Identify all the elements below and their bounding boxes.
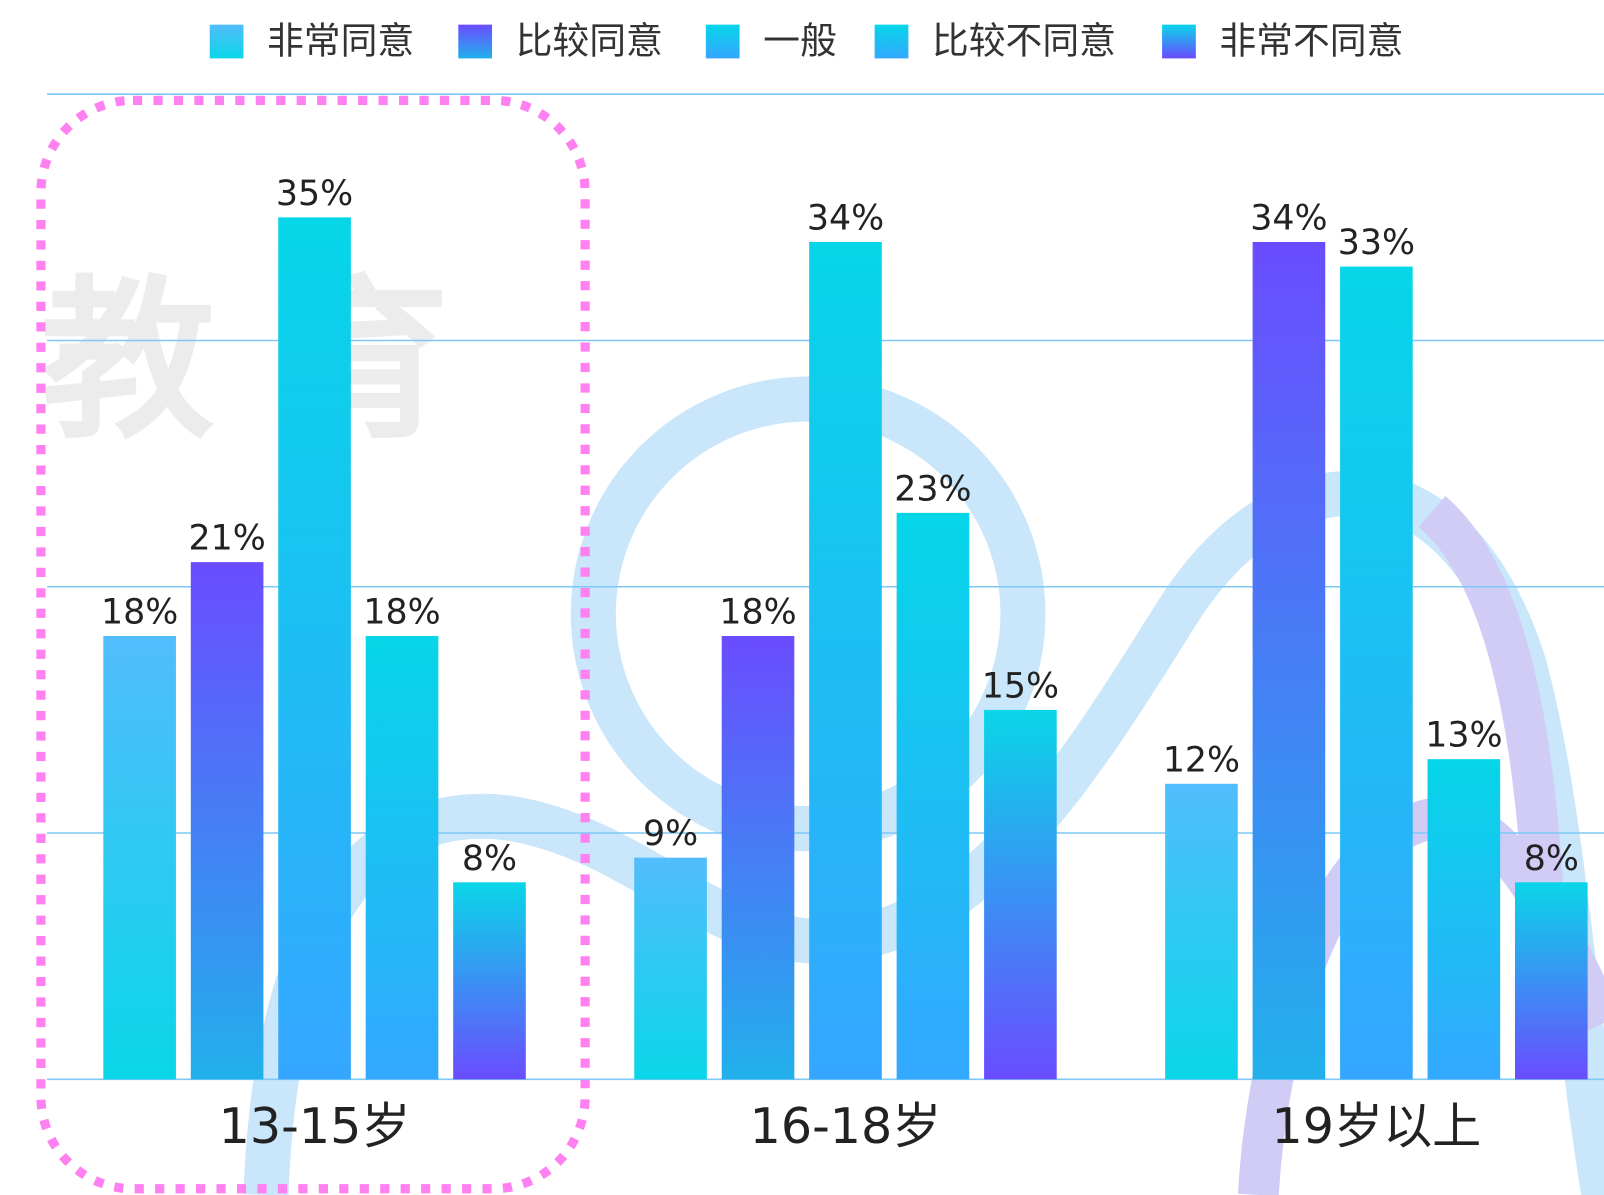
legend-label: 非常不同意 (1219, 20, 1403, 63)
bar (896, 512, 970, 1080)
data-label: 18% (719, 593, 796, 633)
legend-swatch (209, 24, 244, 59)
data-label: 12% (1163, 740, 1240, 780)
bar (1252, 241, 1326, 1080)
data-label: 35% (276, 174, 353, 214)
data-label: 23% (894, 469, 971, 509)
bar (1165, 783, 1238, 1080)
legend-label: 比较不同意 (932, 20, 1116, 63)
legend-swatch (458, 24, 493, 59)
data-label: 9% (643, 814, 698, 854)
data-label: 21% (188, 519, 265, 559)
x-tick-label: 16-18岁 (750, 1097, 942, 1155)
legend-swatch (705, 24, 740, 59)
legend-label: 比较同意 (516, 20, 663, 63)
bar (190, 562, 264, 1080)
data-label: 18% (101, 593, 178, 633)
data-label: 34% (1250, 198, 1327, 238)
bar (365, 636, 439, 1080)
bar (103, 636, 176, 1080)
bar (809, 241, 882, 1080)
legend-swatch (1162, 24, 1196, 59)
data-label: 15% (982, 666, 1059, 706)
watermark: 教 育 (41, 261, 449, 463)
data-label: 33% (1338, 223, 1415, 263)
bar (721, 636, 795, 1080)
bar (1340, 266, 1413, 1080)
bar (278, 217, 351, 1080)
data-label: 13% (1425, 716, 1502, 756)
legend-label: 一般 (763, 20, 837, 63)
bar (634, 857, 707, 1080)
data-label: 34% (807, 198, 884, 238)
x-tick-label: 13-15岁 (219, 1097, 411, 1155)
data-label: 8% (1524, 839, 1579, 879)
x-tick-label: 19岁以上 (1272, 1097, 1482, 1155)
legend-label: 非常同意 (267, 20, 414, 63)
bar (1515, 882, 1588, 1080)
data-label: 8% (462, 839, 517, 879)
bar (984, 709, 1057, 1080)
bar (453, 882, 526, 1080)
data-label: 18% (363, 593, 440, 633)
legend-swatch (874, 24, 909, 59)
bar (1427, 759, 1501, 1080)
